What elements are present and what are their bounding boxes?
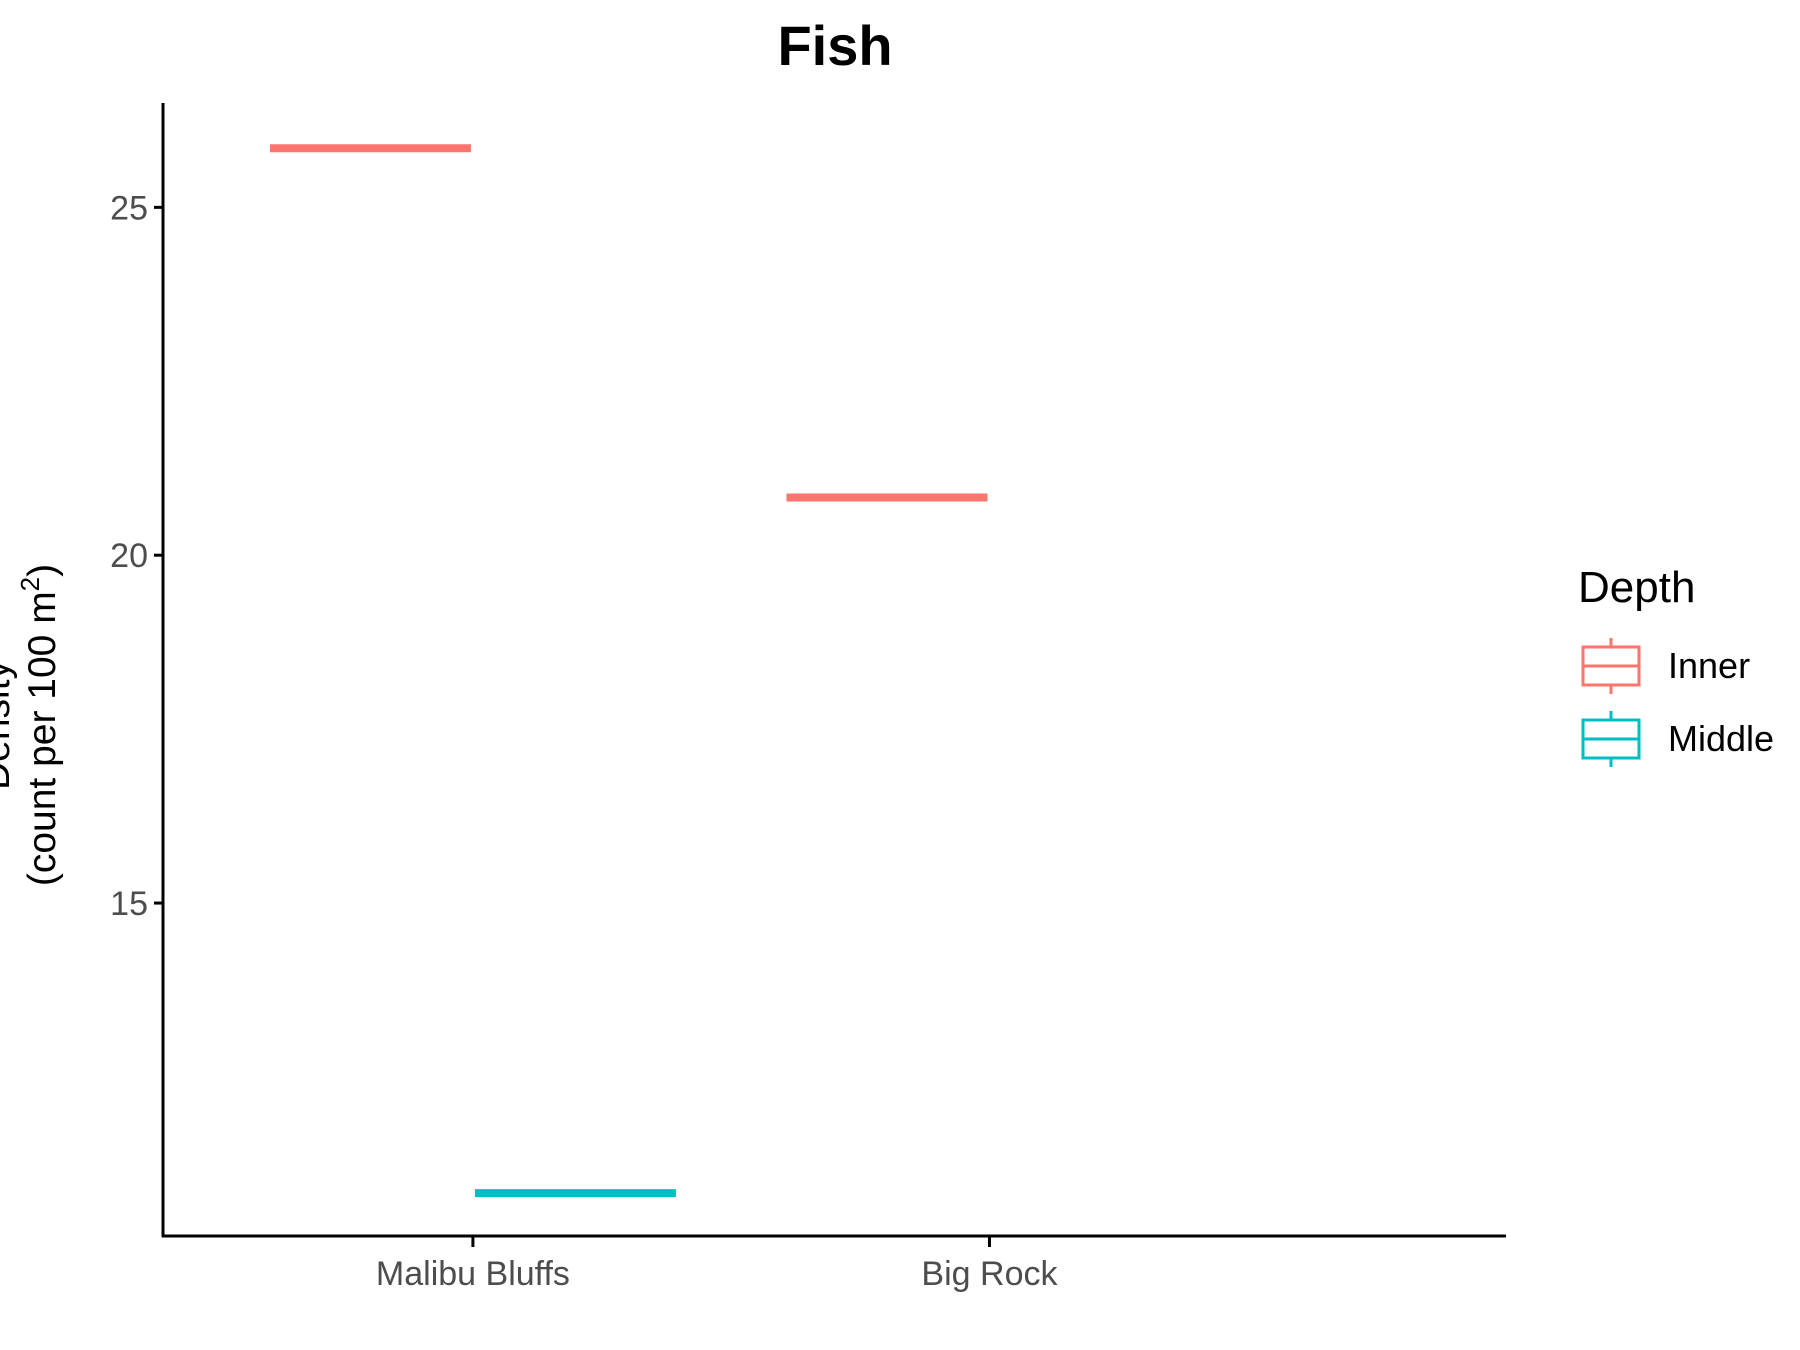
x-ticks: Malibu Bluffs Big Rock [376, 1237, 1058, 1293]
y-axis-title-superscript: 2 [15, 577, 45, 591]
y-tick-label-2: 25 [110, 189, 148, 227]
y-axis-title-suffix: ) [21, 564, 64, 577]
x-tick-label-0: Malibu Bluffs [376, 1255, 570, 1293]
y-ticks: 15 20 25 [110, 189, 163, 923]
y-axis-title-line2: (count per 100 m2) [15, 564, 64, 886]
legend-items: Inner Middle [1581, 638, 1774, 767]
y-axis-title-line1: Density [0, 659, 18, 790]
legend-label: Inner [1668, 645, 1750, 686]
legend-item-inner: Inner [1581, 638, 1750, 694]
y-tick-label-0: 15 [110, 885, 148, 923]
x-tick-label-1: Big Rock [921, 1255, 1058, 1293]
y-axis-title-prefix: (count per 100 m [21, 591, 64, 886]
legend-title: Depth [1578, 563, 1695, 612]
box-marks [269, 144, 988, 1198]
legend-label: Middle [1668, 718, 1774, 759]
legend-item-middle: Middle [1581, 711, 1774, 767]
legend: Depth Inner Middle [1578, 563, 1774, 767]
y-axis-title: Density (count per 100 m2) [0, 564, 64, 886]
chart-title: Fish [777, 14, 892, 77]
y-tick-label-1: 20 [110, 537, 148, 575]
